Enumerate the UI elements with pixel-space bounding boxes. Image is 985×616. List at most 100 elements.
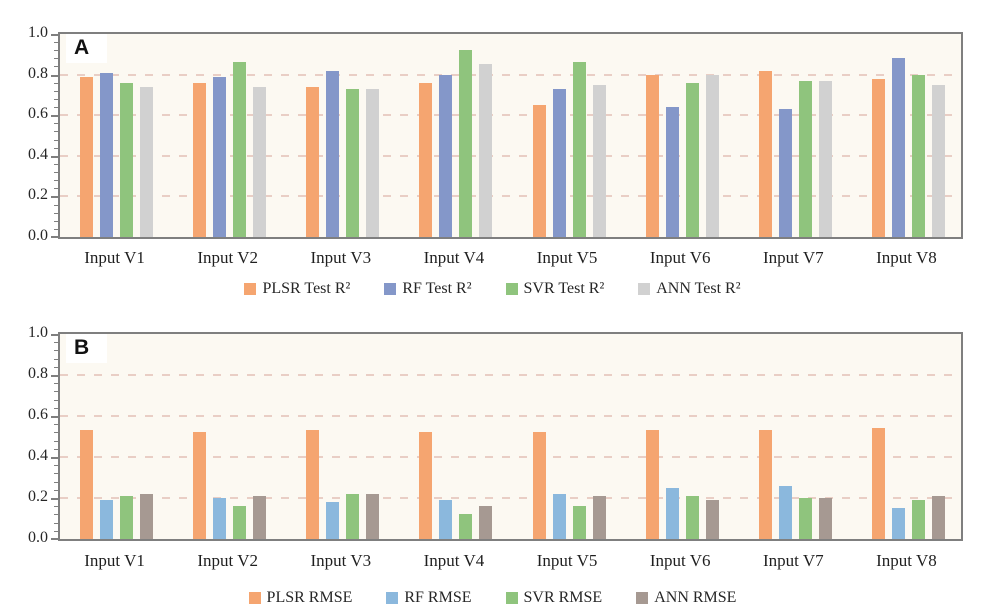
x-category-label: Input V1 [84,248,145,267]
bar [326,71,340,237]
panel-a-label: A [66,34,108,63]
x-category-label: Input V4 [423,551,485,570]
gridline [60,456,961,458]
legend-swatch [248,592,261,604]
bar [100,73,114,237]
x-category-label: Input V8 [876,248,937,267]
legend-label: PLSR Test R² [262,280,351,297]
y-minor-tick [54,407,58,409]
y-major-tick [51,538,58,540]
bar [366,494,380,539]
y-minor-tick [54,123,58,125]
legend-swatch [505,592,518,604]
y-minor-tick [54,424,58,426]
y-tick-label: 0.2 [28,488,48,505]
plot-area-panel-a: A [51,32,963,239]
y-minor-tick [54,366,58,368]
panel-b-label: B [66,334,108,363]
y-tick-label: 1.0 [28,24,48,41]
bar [100,500,114,539]
y-minor-tick [54,147,58,149]
legend-swatch [638,283,651,295]
y-minor-tick [54,391,58,393]
bar [552,89,566,237]
y-minor-tick [54,204,58,206]
x-category-label: Input V8 [876,551,937,570]
bar [911,500,925,539]
y-tick-label: 0.2 [28,186,48,204]
y-minor-tick [54,42,58,44]
bar [871,79,885,237]
y-major-tick [51,416,58,418]
bar [346,89,360,237]
bar [346,494,360,539]
y-major-tick [51,115,58,118]
bar [532,432,546,539]
gridline [60,73,961,76]
bar [685,83,699,237]
y-minor-tick [54,188,58,190]
y-tick-label: 0.6 [28,105,48,123]
y-minor-tick [54,448,58,450]
bar [931,496,945,539]
legend-item: ANN Test R² [638,280,741,298]
bar [306,430,320,539]
bar [140,494,154,539]
bar [213,498,227,539]
gridline [60,154,961,157]
bar [798,498,812,539]
y-major-tick [51,74,58,77]
y-tick-label: 0.4 [28,145,48,163]
legend-item: ANN RMSE [636,589,736,607]
y-tick-label: 0.0 [28,227,48,244]
bar [233,62,247,237]
legend-swatch [505,283,518,295]
legend-label: PLSR RMSE [266,589,353,606]
y-major-tick [51,457,58,459]
bar [479,506,493,539]
bar [120,83,134,237]
bar [532,105,546,237]
legend-swatch [386,592,399,604]
x-category-label: Input V4 [423,248,485,267]
y-tick-label: 0.0 [28,529,48,546]
y-minor-tick [54,432,58,434]
bar [479,64,493,237]
y-major-tick [51,375,58,377]
bar [911,75,925,237]
y-minor-tick [54,440,58,442]
y-minor-tick [54,514,58,516]
bar [193,83,207,237]
bar [778,109,792,237]
legend-label: RF RMSE [404,589,472,606]
legend-label: ANN Test R² [656,280,741,297]
bar [758,71,772,237]
bar [120,496,134,539]
y-minor-tick [54,481,58,483]
y-tick-label: 0.8 [28,365,48,382]
bar [778,486,792,539]
y-major-tick [51,236,58,238]
bar [253,496,267,539]
bar [419,432,433,539]
legend-item: PLSR Test R² [244,280,350,298]
bar [572,62,586,237]
y-minor-tick [54,358,58,360]
y-minor-tick [54,530,58,532]
x-category-label: Input V6 [649,248,711,267]
legend: PLSR Test R² RF Test R² SVR Test R² ANN Tes… [0,280,985,298]
y-major-tick [51,196,58,199]
plot-area-panel-b: B [51,332,963,541]
x-category-label: Input V5 [536,551,598,570]
bar [705,75,719,237]
y-minor-tick [54,228,58,230]
y-minor-tick [54,131,58,133]
bar [439,500,453,539]
y-minor-tick [54,383,58,385]
bar [366,89,380,237]
bar [685,496,699,539]
bar [592,496,606,539]
gridline [60,497,961,499]
legend-item: RF Test R² [384,280,472,298]
